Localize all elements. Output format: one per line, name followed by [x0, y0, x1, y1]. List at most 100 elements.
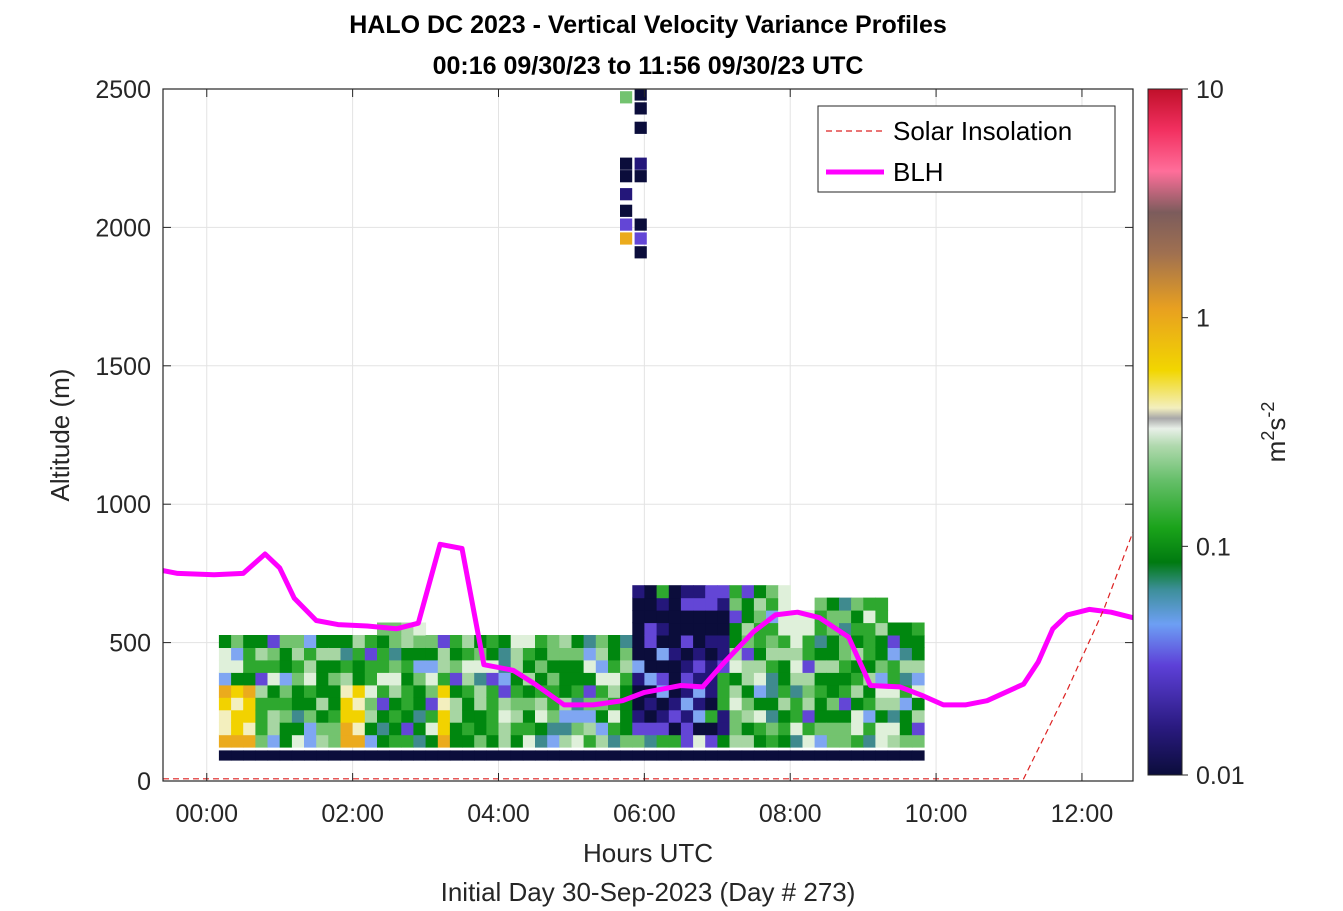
heatmap-cell: [668, 750, 682, 761]
heatmap-cell: [680, 597, 694, 611]
heatmap-cell: [304, 672, 317, 686]
heatmap-cell: [316, 672, 329, 686]
heatmap-cell: [680, 672, 694, 686]
heatmap-cell: [693, 647, 706, 661]
heatmap-cell: [559, 734, 572, 748]
heatmap-cell: [705, 709, 718, 723]
heatmap-cell: [693, 610, 706, 624]
heatmap-cell: [680, 709, 694, 723]
heatmap-cell: [668, 585, 682, 599]
heatmap-cell: [668, 697, 682, 711]
heatmap-cell: [340, 684, 354, 698]
heatmap-cell: [255, 672, 269, 686]
heatmap-cell: [595, 722, 609, 736]
heatmap-cell: [802, 697, 816, 711]
heatmap-cell: [717, 684, 731, 698]
heatmap-cell: [595, 750, 609, 761]
heatmap-cell: [693, 597, 706, 611]
heatmap-cell: [316, 635, 329, 648]
heatmap-cell: [863, 697, 876, 711]
heatmap-cell: [498, 635, 512, 648]
heatmap-cell: [377, 647, 390, 661]
heatmap-cell: [304, 635, 317, 648]
heatmap-cell: [778, 734, 791, 748]
heatmap-cell: [693, 734, 706, 748]
heatmap-cell: [717, 697, 731, 711]
heatmap-cell: [243, 697, 256, 711]
plot-frame: [162, 88, 1134, 782]
heatmap-cell: [291, 659, 305, 673]
heatmap-cell: [632, 750, 645, 761]
heatmap-cell: [243, 734, 256, 748]
heatmap-cell: [753, 734, 767, 748]
heatmap-cell: [559, 672, 572, 686]
heatmap-cell: [437, 750, 451, 761]
heatmap-cell: [741, 709, 755, 723]
heatmap-cell: [656, 585, 670, 599]
heatmap-cell: [802, 647, 816, 661]
heatmap-cell: [279, 647, 293, 661]
heatmap-cell: [243, 722, 256, 736]
heatmap-cell: [267, 722, 281, 736]
heatmap-cell: [851, 734, 864, 748]
heatmap-cell: [437, 647, 451, 661]
heatmap-cell: [717, 610, 731, 624]
heatmap-cell: [753, 597, 767, 611]
chart-title-line1: HALO DC 2023 - Vertical Velocity Varianc…: [349, 11, 947, 39]
heatmap-cell: [656, 635, 670, 648]
heatmap-cell: [449, 734, 463, 748]
heatmap-cell: [632, 647, 645, 661]
heatmap-cells: [218, 89, 925, 761]
heatmap-cell: [741, 610, 755, 624]
heatmap-cell: [741, 750, 755, 761]
heatmap-cell: [899, 635, 913, 648]
heatmap-cell: [377, 684, 390, 698]
heatmap-cell: [899, 672, 913, 686]
heatmap-cell: [705, 597, 718, 611]
colorbar-tick-label: 0.1: [1196, 533, 1231, 561]
heatmap-cell: [620, 218, 633, 231]
heatmap-cell: [522, 697, 536, 711]
heatmap-cell: [741, 659, 755, 673]
heatmap-cell: [340, 734, 354, 748]
heatmap-cell: [364, 734, 378, 748]
heatmap-cell: [340, 635, 354, 648]
x-tick-label: 06:00: [613, 800, 676, 828]
heatmap-cell: [583, 750, 597, 761]
heatmap-cell: [608, 659, 621, 673]
heatmap-cell: [899, 722, 913, 736]
heatmap-cell: [608, 684, 621, 698]
heatmap-cell: [790, 659, 803, 673]
heatmap-cell: [255, 709, 269, 723]
heatmap-cell: [899, 709, 913, 723]
heatmap-cell: [218, 684, 232, 698]
heatmap-cell: [693, 672, 706, 686]
heatmap-cell: [425, 722, 439, 736]
legend-box: [817, 105, 1116, 193]
heatmap-cell: [887, 734, 901, 748]
heatmap-cell: [863, 610, 876, 624]
y-tick-label: 2500: [95, 76, 151, 104]
heatmap-cell: [328, 635, 341, 648]
heatmap-cell: [437, 672, 451, 686]
heatmap-cell: [693, 697, 706, 711]
heatmap-cell: [279, 697, 293, 711]
heatmap-cell: [425, 709, 439, 723]
x-tick-label: 02:00: [321, 800, 384, 828]
heatmap-cell: [291, 684, 305, 698]
heatmap-cell: [875, 635, 889, 648]
heatmap-cell: [705, 610, 718, 624]
heatmap-cell: [839, 722, 852, 736]
heatmap-cell: [887, 750, 901, 761]
heatmap-cell: [729, 610, 743, 624]
heatmap-cell: [413, 659, 427, 673]
heatmap-cell: [851, 722, 864, 736]
heatmap-cell: [826, 672, 840, 686]
heatmap-cell: [571, 672, 585, 686]
heatmap-cell: [814, 635, 828, 648]
heatmap-cell: [778, 647, 791, 661]
colorbar-tick-label: 0.01: [1196, 762, 1245, 790]
heatmap-cell: [887, 635, 901, 648]
heatmap-cell: [522, 684, 536, 698]
chart-title-line2: 00:16 09/30/23 to 11:56 09/30/23 UTC: [433, 52, 864, 80]
